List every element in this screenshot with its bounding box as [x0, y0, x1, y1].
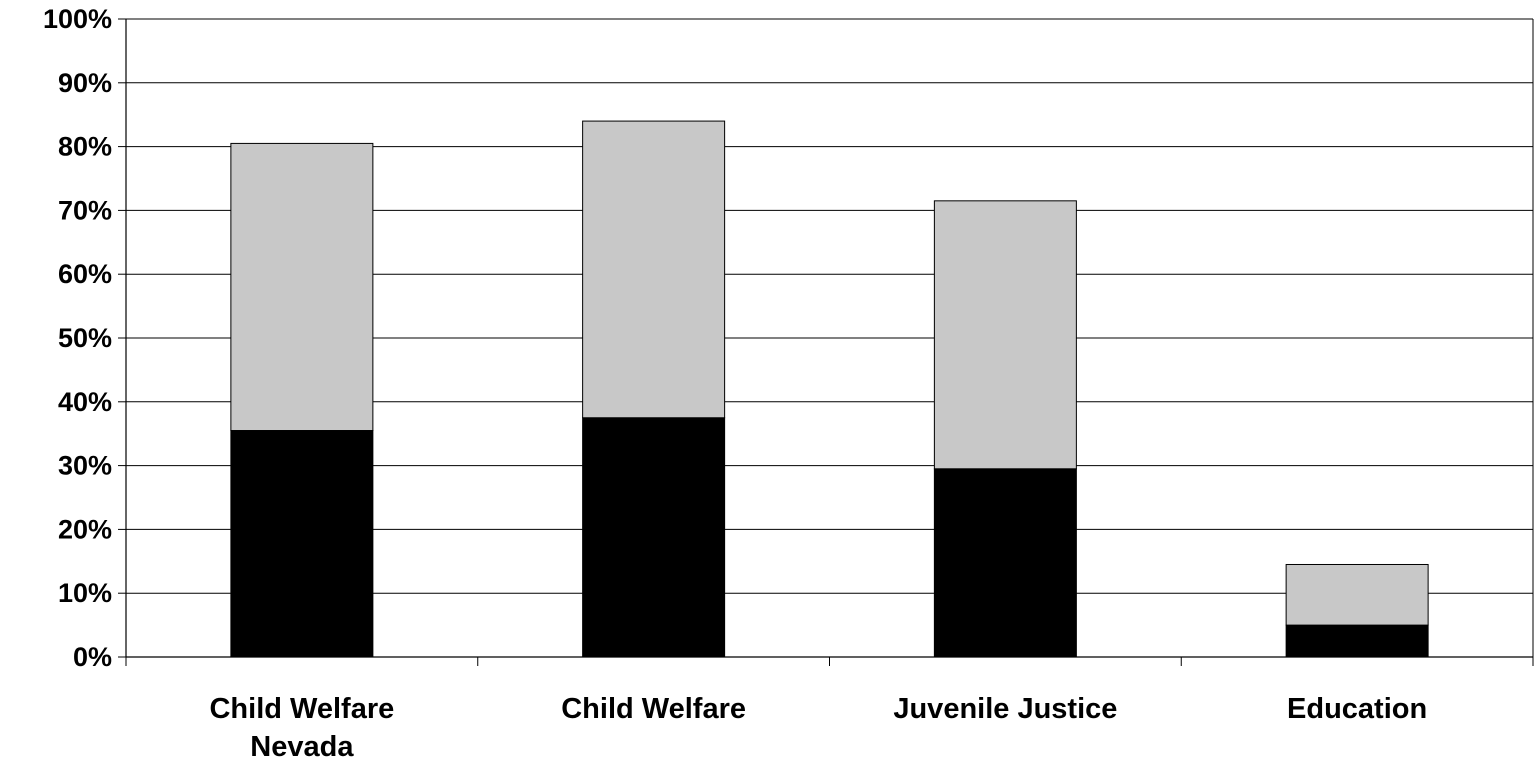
bars — [230, 120, 1429, 658]
bar-segment-series-2 — [582, 120, 726, 419]
bar-segment-series-2 — [933, 200, 1077, 470]
bar-segment-series-1 — [230, 430, 374, 658]
x-category-label: Nevada — [250, 731, 354, 763]
axes — [118, 18, 1534, 666]
y-tick-label: 60% — [58, 259, 112, 289]
x-axis-category-labels: Child Welfare Nevada Child Welfare Juvenile… — [209, 693, 1427, 763]
bar-segment-series-2 — [230, 142, 374, 432]
y-tick-label: 70% — [58, 195, 112, 225]
bar-segment-series-2 — [1285, 563, 1429, 626]
bar-segment-series-1 — [582, 417, 726, 658]
y-tick-label: 50% — [58, 323, 112, 353]
y-tick-label: 30% — [58, 451, 112, 481]
x-category-label: Education — [1287, 693, 1427, 725]
y-tick-label: 100% — [43, 4, 112, 34]
y-axis-tick-labels: 0% 10% 20% 30% 40% 50% 60% 70% 80% 90% 100% — [43, 4, 112, 672]
x-category-label: Child Welfare — [561, 693, 746, 725]
y-tick-label: 10% — [58, 578, 112, 608]
y-tick-label: 90% — [58, 68, 112, 98]
x-category-label: Child Welfare — [209, 693, 394, 725]
y-tick-label: 0% — [73, 642, 112, 672]
x-category-label: Juvenile Justice — [893, 693, 1117, 725]
y-tick-label: 40% — [58, 387, 112, 417]
bar-segment-series-1 — [933, 468, 1077, 658]
y-tick-label: 20% — [58, 514, 112, 544]
y-tick-label: 80% — [58, 132, 112, 162]
bar-segment-series-1 — [1285, 624, 1429, 658]
